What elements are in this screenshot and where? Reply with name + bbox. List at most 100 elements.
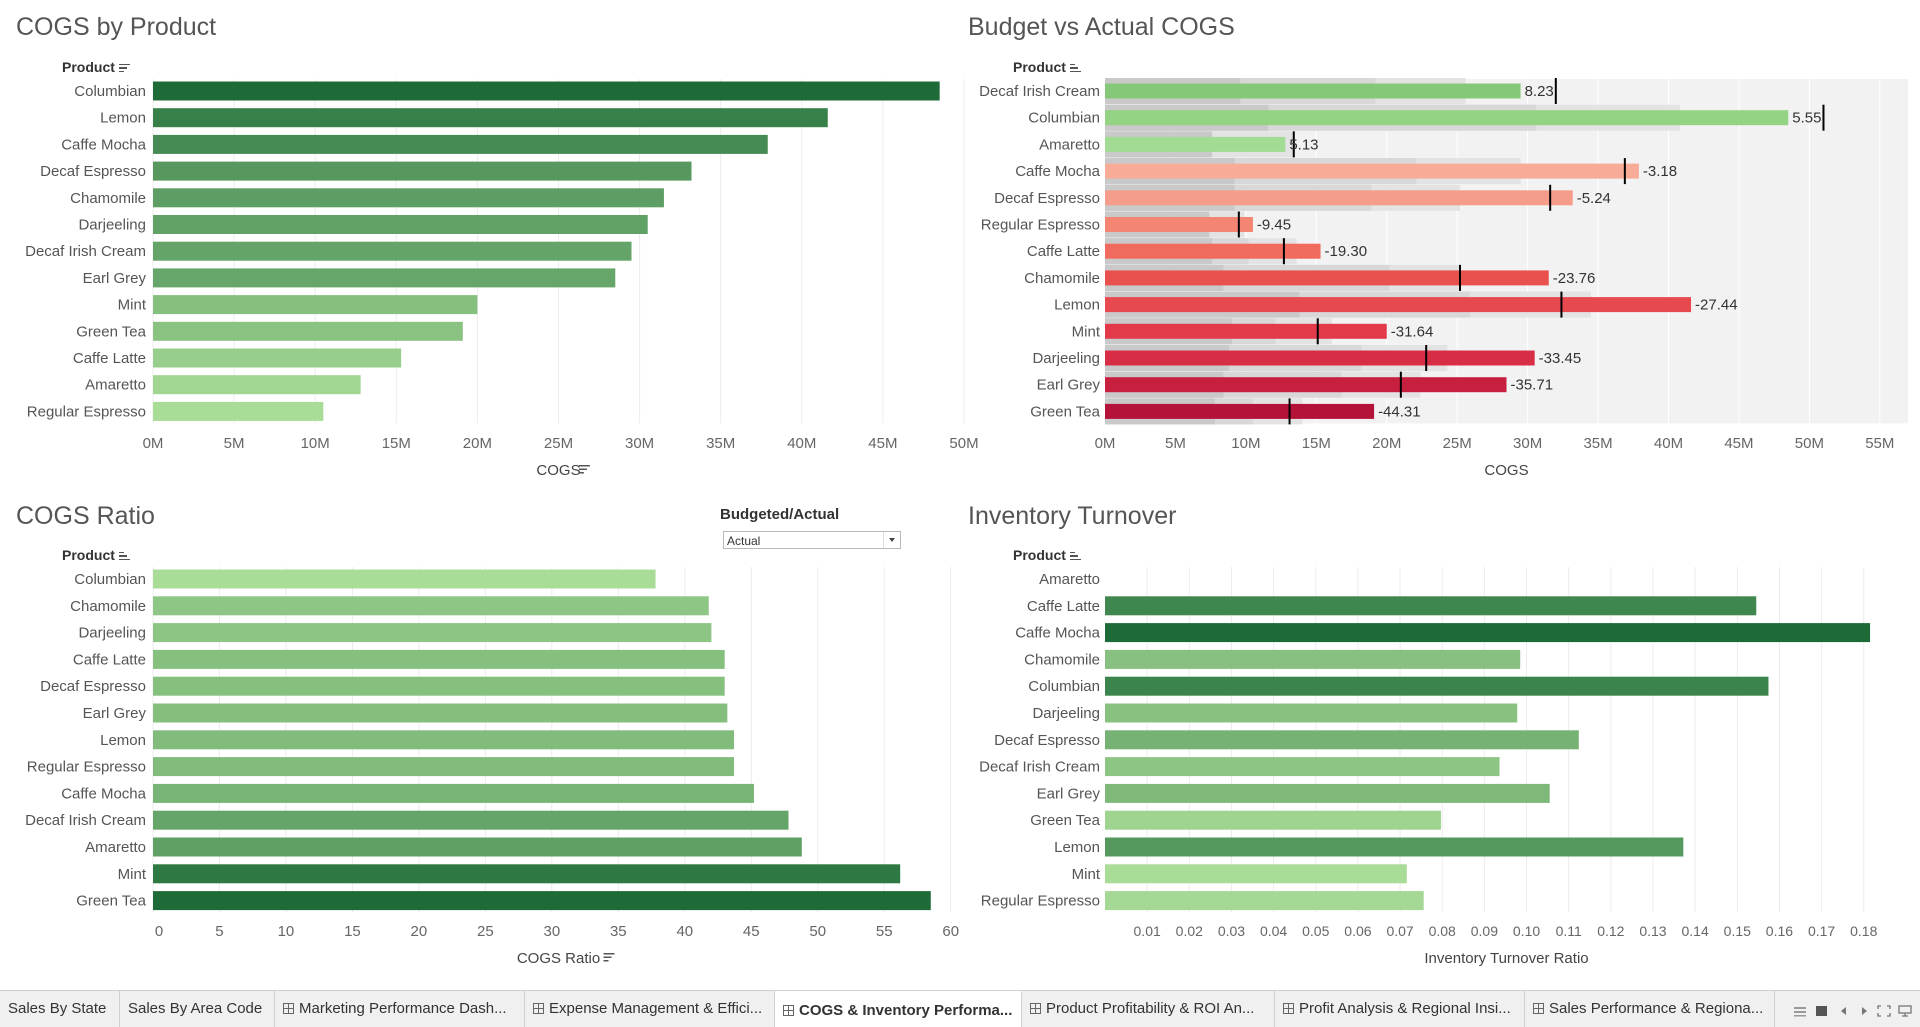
bar-lemon <box>153 108 828 128</box>
tab-profit-analysis-regional-insi[interactable]: Profit Analysis & Regional Insi... <box>1275 991 1525 1027</box>
cogs-axis-title: COGS <box>536 462 580 479</box>
tab-label: COGS & Inventory Performa... <box>799 1002 1013 1019</box>
budgeted-actual-dropdown[interactable]: Actual <box>723 531 901 549</box>
product-label-columbian: Columbian <box>1028 110 1100 127</box>
x-tick-label: 40M <box>1654 435 1683 452</box>
tab-sales-by-area-code[interactable]: Sales By Area Code <box>120 991 275 1027</box>
product-label-caffe-latte: Caffe Latte <box>73 350 146 367</box>
ratio-bar-darjeeling <box>153 623 712 643</box>
fit-icon[interactable] <box>1877 1005 1891 1017</box>
product-label-green-tea: Green Tea <box>76 893 146 910</box>
product-label-darjeeling: Darjeeling <box>1032 705 1100 722</box>
product-label-regular-espresso: Regular Espresso <box>981 217 1100 234</box>
tab-expense-management-effici[interactable]: Expense Management & Effici... <box>525 991 775 1027</box>
x-tick-label: 35M <box>706 435 735 452</box>
x-tick-label: 40 <box>676 923 693 940</box>
actual-bar-chamomile <box>1105 270 1549 286</box>
variance-label-decaf-irish-cream: 8.23 <box>1525 83 1554 100</box>
product-label-decaf-espresso: Decaf Espresso <box>994 732 1100 749</box>
actual-bar-caffe-mocha <box>1105 163 1639 179</box>
sort-icon[interactable] <box>1069 551 1081 561</box>
variance-label-decaf-espresso: -5.24 <box>1577 190 1611 207</box>
x-tick-label: 15M <box>382 435 411 452</box>
ratio-bar-caffe-mocha <box>153 783 754 803</box>
x-tick-label: 25M <box>544 435 573 452</box>
x-tick-label: 0M <box>1095 435 1116 452</box>
ratio-bar-decaf-irish-cream <box>153 810 789 830</box>
product-label-chamomile: Chamomile <box>70 598 146 615</box>
bar-green-tea <box>153 321 463 341</box>
sort-icon[interactable] <box>1069 63 1081 73</box>
x-tick-label: 30M <box>625 435 654 452</box>
x-tick-label: 0.14 <box>1682 923 1709 939</box>
bar-mint <box>153 295 478 315</box>
bar-caffe-latte <box>153 348 402 368</box>
grid-view-icon[interactable] <box>1815 1005 1829 1017</box>
x-tick-label: 0.04 <box>1260 923 1287 939</box>
sort-icon[interactable] <box>118 551 130 561</box>
ratio-bar-regular-espresso <box>153 757 734 777</box>
chevron-down-icon[interactable] <box>883 532 900 548</box>
x-tick-label: 50M <box>1795 435 1824 452</box>
x-tick-label: 15M <box>1302 435 1331 452</box>
budget-vs-actual-row-header[interactable]: Product <box>1013 59 1081 75</box>
ratio-bar-decaf-espresso <box>153 676 725 696</box>
x-tick-label: 0.13 <box>1639 923 1666 939</box>
tab-sales-performance-regiona[interactable]: Sales Performance & Regiona... <box>1525 991 1775 1027</box>
present-icon[interactable] <box>1898 1005 1912 1017</box>
product-label-darjeeling: Darjeeling <box>78 625 146 642</box>
dashboard-icon <box>533 1003 544 1014</box>
bar-regular-espresso <box>153 401 324 421</box>
tab-label: Sales Performance & Regiona... <box>1549 1000 1764 1017</box>
inventory-turnover-axis-title: Inventory Turnover Ratio <box>1424 950 1588 967</box>
x-tick-label: 20 <box>411 923 428 940</box>
turnover-bar-caffe-mocha <box>1105 623 1871 643</box>
turnover-bar-lemon <box>1105 837 1684 857</box>
x-tick-label: 40M <box>787 435 816 452</box>
tab-cogs-inventory-performa[interactable]: COGS & Inventory Performa... <box>775 991 1022 1027</box>
dashboard-icon <box>1283 1003 1294 1014</box>
tab-marketing-performance-dash[interactable]: Marketing Performance Dash... <box>275 991 525 1027</box>
ratio-bar-caffe-latte <box>153 649 725 669</box>
x-tick-label: 55M <box>1865 435 1894 452</box>
cogs-by-product-row-header[interactable]: Product <box>62 59 130 75</box>
x-tick-label: 0.01 <box>1134 923 1161 939</box>
sort-icon[interactable] <box>603 953 615 962</box>
x-tick-label: 30M <box>1513 435 1542 452</box>
x-tick-label: 5M <box>1165 435 1186 452</box>
inventory-turnover-row-header[interactable]: Product <box>1013 547 1081 563</box>
x-tick-label: 0 <box>155 923 163 940</box>
product-label-decaf-espresso: Decaf Espresso <box>994 190 1100 207</box>
tab-sales-by-state[interactable]: Sales By State <box>0 991 120 1027</box>
x-tick-label: 0.09 <box>1471 923 1498 939</box>
cogs-by-product-title: COGS by Product <box>16 13 217 41</box>
tab-label: Marketing Performance Dash... <box>299 1000 507 1017</box>
sort-icon[interactable] <box>118 63 130 73</box>
bar-darjeeling <box>153 215 648 234</box>
tab-label: Sales By Area Code <box>128 1000 263 1017</box>
product-label-columbian: Columbian <box>74 83 146 100</box>
prev-sheet-icon[interactable] <box>1837 1005 1851 1017</box>
product-label-decaf-espresso: Decaf Espresso <box>40 678 146 695</box>
x-tick-label: 25 <box>477 923 494 940</box>
next-sheet-icon[interactable] <box>1857 1005 1871 1017</box>
sort-icon[interactable] <box>578 465 590 474</box>
bar-columbian <box>153 81 940 101</box>
product-label-caffe-mocha: Caffe Mocha <box>1015 163 1100 180</box>
x-tick-label: 25M <box>1443 435 1472 452</box>
tab-product-profitability-roi-an[interactable]: Product Profitability & ROI An... <box>1022 991 1275 1027</box>
x-tick-label: 10 <box>278 923 295 940</box>
list-view-icon[interactable] <box>1793 1005 1807 1017</box>
variance-label-amaretto: 5.13 <box>1289 136 1318 153</box>
cogs-ratio-row-header[interactable]: Product <box>62 547 130 563</box>
turnover-bar-darjeeling <box>1105 703 1518 723</box>
bar-decaf-espresso <box>153 161 692 181</box>
sheet-tab-bar: Sales By State Sales By Area Code Marketin… <box>0 990 1920 1027</box>
budgeted-actual-filter-label: Budgeted/Actual <box>720 506 840 523</box>
product-label-decaf-irish-cream: Decaf Irish Cream <box>979 759 1100 776</box>
x-tick-label: 0.15 <box>1724 923 1751 939</box>
ratio-bar-lemon <box>153 730 734 750</box>
product-label-amaretto: Amaretto <box>85 377 146 394</box>
variance-label-green-tea: -44.31 <box>1378 403 1421 420</box>
x-tick-label: 0.16 <box>1766 923 1793 939</box>
